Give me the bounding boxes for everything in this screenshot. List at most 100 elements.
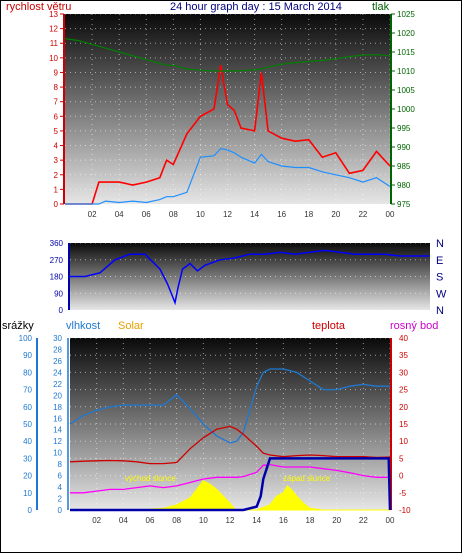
compass-label: W xyxy=(436,288,447,300)
direction-tick-label: 0 xyxy=(59,306,64,315)
wind_gust-series xyxy=(65,147,391,205)
x-tick-label: 08 xyxy=(169,210,178,219)
temperature-axis-title: teplota xyxy=(312,320,346,332)
temperature-panel: 0102030405060708090100024681012141618202… xyxy=(19,334,411,525)
pressure-tick-label: 1010 xyxy=(397,67,415,76)
humidity-tick-label: 14 xyxy=(53,426,62,435)
compass-label: E xyxy=(436,255,443,267)
dew_point-series xyxy=(70,463,390,494)
humidity-axis-title: vlhkost xyxy=(66,320,100,332)
pressure-tick-label: 990 xyxy=(397,143,411,152)
pressure-tick-label: 1020 xyxy=(397,29,415,38)
x-tick-label: 00 xyxy=(386,210,395,219)
x-tick-label: 22 xyxy=(359,516,368,525)
wind-tick-label: 9 xyxy=(54,68,59,77)
solar-axis-title: Solar xyxy=(118,320,144,332)
x-tick-label: 00 xyxy=(386,516,395,525)
temperature-tick-label: 5 xyxy=(399,454,404,463)
humidity-tick-label: 30 xyxy=(53,334,62,343)
wind-tick-label: 7 xyxy=(54,98,59,107)
rain-tick-label: 90 xyxy=(23,351,32,360)
wind-tick-label: 2 xyxy=(54,171,59,180)
direction-tick-label: 180 xyxy=(50,273,64,282)
humidity-tick-label: 16 xyxy=(53,414,62,423)
x-tick-label: 16 xyxy=(279,516,288,525)
rain-tick-label: 30 xyxy=(23,454,32,463)
x-tick-label: 02 xyxy=(88,210,97,219)
temperature-tick-label: 25 xyxy=(399,386,408,395)
temperature-tick-label: 10 xyxy=(399,437,408,446)
x-tick-label: 22 xyxy=(358,210,367,219)
x-tick-label: 14 xyxy=(250,210,259,219)
x-tick-label: 20 xyxy=(331,210,340,219)
wind-tick-label: 3 xyxy=(54,156,59,165)
x-tick-label: 18 xyxy=(306,516,315,525)
compass-label: N xyxy=(436,305,444,317)
wind-tick-label: 5 xyxy=(54,127,59,136)
wind-tick-label: 13 xyxy=(49,10,58,19)
rain-tick-label: 40 xyxy=(23,437,32,446)
wind-tick-label: 11 xyxy=(50,39,59,48)
direction-tick-label: 270 xyxy=(50,256,64,265)
direction-tick-label: 360 xyxy=(50,239,64,248)
rain-tick-label: 80 xyxy=(23,368,32,377)
wind-tick-label: 4 xyxy=(54,142,59,151)
temperature-tick-label: 40 xyxy=(399,334,408,343)
wind-tick-label: 6 xyxy=(54,112,59,121)
humidity-tick-label: 0 xyxy=(58,506,63,515)
pressure-tick-label: 1015 xyxy=(397,48,415,57)
rain-tick-label: 10 xyxy=(23,489,32,498)
pressure-tick-label: 995 xyxy=(397,124,411,133)
x-tick-label: 04 xyxy=(115,210,124,219)
temperature-tick-label: 35 xyxy=(399,351,408,360)
rain-axis-title: srážky xyxy=(2,320,34,332)
wind-tick-label: 0 xyxy=(54,200,59,209)
rain-tick-label: 100 xyxy=(19,334,33,343)
direction-series xyxy=(70,249,430,306)
temperature-tick-label: -5 xyxy=(399,489,407,498)
rain-tick-label: 20 xyxy=(23,472,32,481)
rain-tick-label: 60 xyxy=(23,403,32,412)
graph-title: 24 hour graph day : 15 March 2014 xyxy=(170,1,342,13)
humidity-tick-label: 26 xyxy=(53,357,62,366)
wind_speed-series xyxy=(65,65,391,205)
temperature-tick-label: -10 xyxy=(399,506,411,515)
humidity-tick-label: 20 xyxy=(53,391,62,400)
wind-tick-label: 12 xyxy=(49,25,58,34)
temperature-tick-label: 0 xyxy=(399,472,404,481)
dewpoint-axis-title: rosný bod xyxy=(390,320,438,332)
pressure-tick-label: 1025 xyxy=(397,10,415,19)
wind-tick-label: 1 xyxy=(54,185,59,194)
wind-axis-title: rychlost větru xyxy=(6,1,71,13)
wind-tick-label: 8 xyxy=(54,83,59,92)
wind-tick-label: 10 xyxy=(49,54,58,63)
x-tick-label: 10 xyxy=(199,516,208,525)
x-tick-label: 18 xyxy=(304,210,313,219)
pressure-axis-title: tlak xyxy=(372,1,390,13)
pressure-tick-label: 980 xyxy=(397,181,411,190)
humidity-tick-label: 4 xyxy=(58,483,63,492)
pressure-series xyxy=(64,38,391,72)
x-tick-label: 14 xyxy=(252,516,261,525)
compass-label: N xyxy=(436,238,444,250)
x-tick-label: 02 xyxy=(92,516,101,525)
temperature-tick-label: 15 xyxy=(399,420,408,429)
x-tick-label: 12 xyxy=(226,516,235,525)
humidity-tick-label: 24 xyxy=(53,368,62,377)
humidity-tick-label: 22 xyxy=(53,380,62,389)
humidity-tick-label: 8 xyxy=(58,460,63,469)
humidity-tick-label: 6 xyxy=(58,472,63,481)
sunset-annotation: západ slunce xyxy=(283,474,331,483)
x-tick-label: 12 xyxy=(223,210,232,219)
x-tick-label: 08 xyxy=(172,516,181,525)
direction-tick-label: 90 xyxy=(54,289,63,298)
rain-tick-label: 0 xyxy=(28,506,33,515)
rain-series xyxy=(70,457,392,512)
pressure-tick-label: 1005 xyxy=(397,86,415,95)
temperature-tick-label: 30 xyxy=(399,368,408,377)
humidity-series xyxy=(69,368,390,444)
humidity-tick-label: 12 xyxy=(53,437,62,446)
temperature-series xyxy=(69,425,391,465)
